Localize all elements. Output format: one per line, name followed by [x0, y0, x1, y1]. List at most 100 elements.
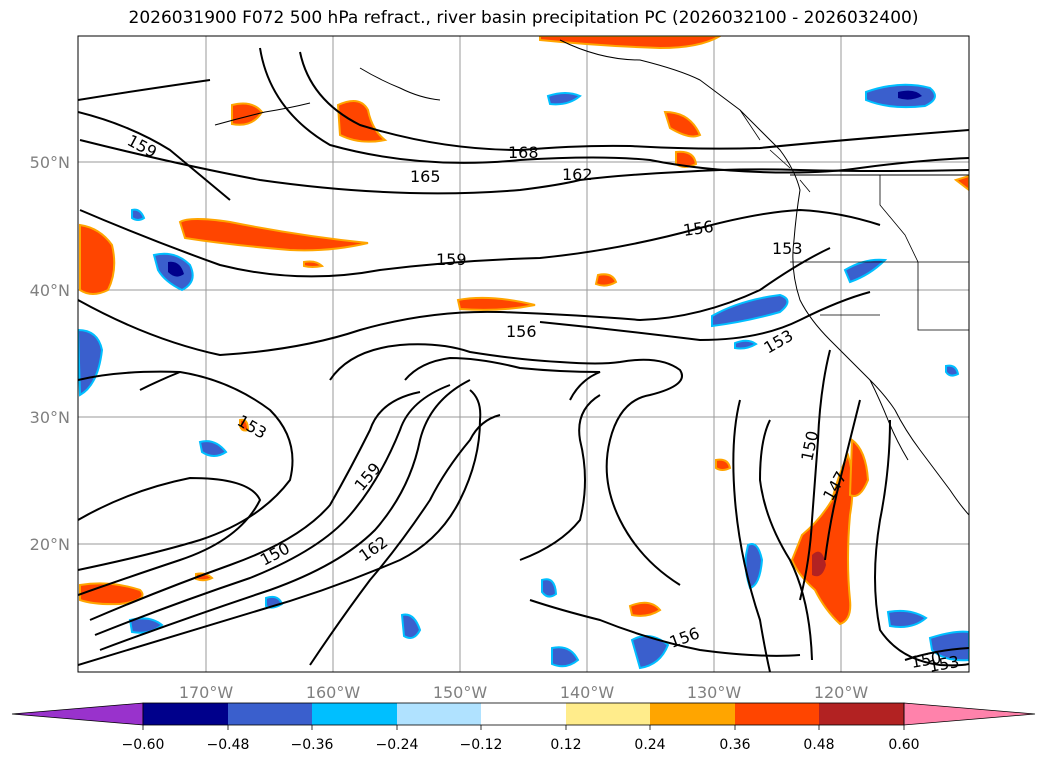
lon-label: 140°W [560, 683, 615, 702]
colorbar-tick-label: −0.12 [460, 737, 503, 753]
contour-168 [299, 51, 969, 152]
contour-line [78, 111, 231, 201]
precip-negative-blob [198, 440, 228, 457]
lat-label: 40°N [30, 281, 70, 300]
lat-label: 50°N [30, 153, 70, 172]
contour-150-se [904, 647, 969, 661]
colorbar-tick-label: 0.24 [634, 737, 665, 753]
longitude-labels: 170°W 160°W 150°W 140°W 130°W 120°W [179, 683, 869, 702]
colorbar-tick-label: −0.36 [291, 737, 334, 753]
contour-153 [539, 291, 871, 342]
precip-negative-blob [945, 364, 960, 377]
precip-positive-blob [594, 273, 618, 287]
contour-label: 159 [436, 250, 467, 269]
colorbar-border [142, 702, 905, 726]
precip-negative-blob [734, 339, 758, 350]
contour-label: 156 [682, 217, 715, 240]
colorbar-tick-label: −0.48 [207, 737, 250, 753]
precip-negative-blob [131, 208, 146, 221]
latitude-labels: 50°N 40°N 30°N 20°N [30, 153, 70, 554]
lon-label: 150°W [433, 683, 488, 702]
contour-label: 168 [508, 143, 539, 162]
precip-positive-blob [663, 110, 702, 138]
coastlines [214, 39, 969, 516]
contour-line [529, 599, 801, 657]
contour-159 [79, 208, 881, 278]
contour-line [309, 414, 501, 666]
precip-negative-blob [928, 630, 969, 662]
contour-156-inner [329, 343, 683, 586]
lat-label: 30°N [30, 408, 70, 427]
precip-strong-negative-blob [168, 261, 184, 277]
precip-positive-blob [715, 458, 732, 471]
precip-negative-blob [551, 646, 580, 668]
state-borders [790, 261, 969, 316]
contour-147 [824, 399, 861, 561]
refractivity-contours [78, 47, 969, 672]
colorbar-tick-label: −0.24 [376, 737, 419, 753]
north-america-coastline [559, 39, 969, 516]
contour-line [78, 389, 482, 666]
precip-strong-negative-blob [898, 90, 922, 100]
precip-positive-blob [178, 218, 369, 252]
bc-coast [739, 109, 811, 193]
colorbar-tick-label: −0.60 [122, 737, 165, 753]
colorbar-tick-label: 0.36 [719, 737, 750, 753]
contour-153-se [874, 419, 969, 667]
precip-positive-blob [953, 174, 969, 192]
precip-positive-blob [239, 418, 250, 432]
contour-label: 165 [410, 167, 441, 186]
colorbar-segment [819, 703, 904, 725]
precip-positive-blob [79, 223, 116, 295]
precip-negative-blob [843, 258, 888, 284]
contour-165 [259, 47, 969, 174]
precip-negative-blob [546, 92, 582, 106]
colorbar-segment [481, 703, 566, 725]
precip-positive-blob [231, 102, 264, 126]
colorbar-segment [650, 703, 735, 725]
colorbar-segment [566, 703, 650, 725]
colorbar-tick-label: 0.60 [888, 737, 919, 753]
colorbar: −0.60 −0.48 −0.36 −0.24 −0.12 0.12 0.24 … [11, 702, 1036, 753]
contour-line [732, 399, 771, 672]
precip-negative-blob [400, 613, 422, 639]
colorbar-extend-left [11, 702, 144, 726]
contour-label: 153 [927, 652, 960, 676]
precip-positive-blob [848, 438, 870, 497]
baja-coastline [869, 379, 909, 461]
contour-162 [79, 139, 969, 195]
lon-label: 170°W [179, 683, 234, 702]
contour-159-band [94, 384, 451, 636]
colorbar-segment [143, 703, 228, 725]
lon-label: 130°W [687, 683, 742, 702]
precip-positive-blob [628, 601, 662, 617]
contour-line [404, 356, 601, 401]
state-borders [879, 175, 969, 331]
lon-label: 120°W [814, 683, 869, 702]
contour-line [78, 79, 211, 101]
contour-line [78, 476, 262, 596]
contour-label: 153 [772, 239, 803, 258]
aleutian-islands [214, 102, 311, 126]
contour-153-west [78, 370, 294, 571]
precip-negative-blob [886, 609, 928, 628]
colorbar-segment [228, 703, 312, 725]
precip-negative-blob [541, 578, 558, 598]
contour-label: 156 [506, 322, 537, 341]
alaska-coast [359, 67, 441, 101]
contour-line [139, 371, 181, 391]
precip-positive-blob [456, 296, 536, 311]
colorbar-extend-right [903, 702, 1036, 726]
contour-156 [78, 247, 831, 357]
precip-strong-positive-blob [812, 551, 826, 577]
colorbar-tick-label: 0.48 [803, 737, 834, 753]
colorbar-segment [312, 703, 397, 725]
contour-line [799, 349, 831, 601]
lon-label: 160°W [306, 683, 361, 702]
colorbar-segment [735, 703, 819, 725]
lat-label: 20°N [30, 535, 70, 554]
contour-label: 162 [562, 165, 593, 184]
colorbar-segment [397, 703, 481, 725]
contour-150 [89, 391, 421, 621]
